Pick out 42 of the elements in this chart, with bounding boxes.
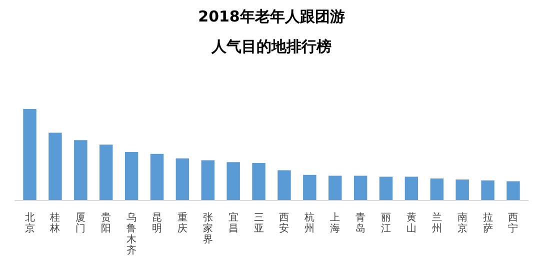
bar [379, 176, 393, 200]
bar [226, 162, 240, 200]
x-tick-label: 西安 [279, 212, 290, 234]
bar [252, 162, 266, 200]
x-tick-label: 张家界 [202, 212, 213, 246]
bar [176, 158, 190, 200]
x-tick-label: 昆明 [152, 212, 162, 234]
bar [124, 152, 138, 200]
x-tick-label: 重庆 [177, 212, 188, 234]
bar [303, 174, 316, 200]
bar [328, 176, 342, 200]
bar [23, 108, 36, 200]
x-tick-label: 乌鲁木齐 [126, 212, 137, 256]
x-tick-label: 三亚 [254, 212, 264, 234]
x-tick-label: 兰州 [432, 212, 442, 234]
bar [48, 132, 62, 200]
bar [506, 181, 520, 200]
bar [201, 160, 214, 200]
x-tick-label: 丽江 [381, 212, 392, 234]
chart-title: 2018年老年人跟团游 [198, 8, 345, 26]
x-tick-label: 西宁 [508, 212, 518, 234]
x-tick-label: 青岛 [356, 212, 366, 234]
bar [150, 154, 164, 200]
x-tick-label: 南京 [457, 212, 468, 234]
x-tick-label: 贵阳 [101, 212, 112, 234]
x-tick-label: 厦门 [76, 212, 86, 234]
bar [278, 170, 291, 200]
bar [481, 180, 494, 200]
x-tick-label: 杭州 [304, 212, 315, 234]
x-tick-label: 宜昌 [228, 212, 238, 234]
bar [354, 176, 368, 200]
x-tick-label: 上海 [330, 212, 340, 234]
chart-subtitle: 人气目的地排行榜 [210, 38, 332, 56]
x-tick-label: 桂林 [49, 212, 60, 234]
bar [456, 179, 469, 200]
x-tick-label: 拉萨 [482, 212, 493, 234]
bar [430, 178, 444, 200]
x-tick-label: 黄山 [406, 212, 416, 234]
x-tick-label: 北京 [24, 212, 35, 234]
bar [404, 176, 418, 200]
bar [74, 140, 88, 200]
bar [99, 144, 113, 200]
